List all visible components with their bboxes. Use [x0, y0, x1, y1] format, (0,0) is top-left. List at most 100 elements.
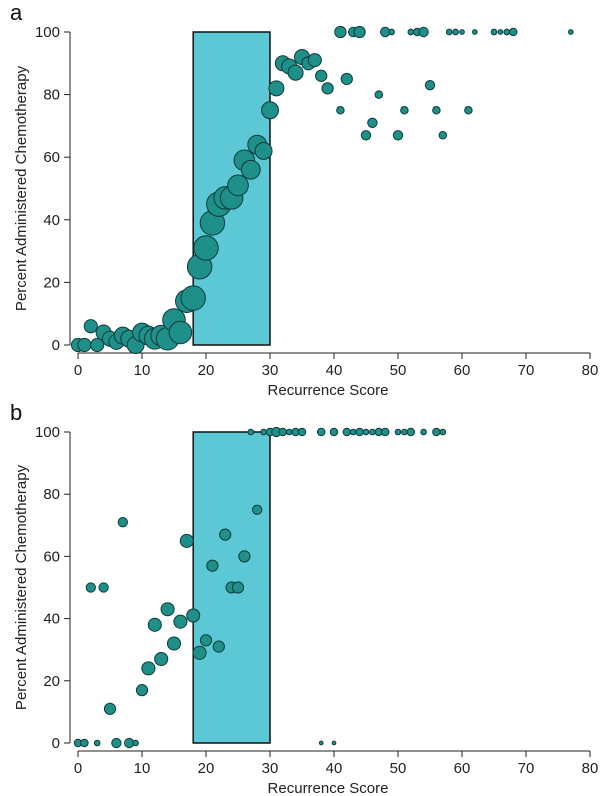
x-tick-label: 50: [390, 362, 407, 379]
data-point: [336, 105, 345, 115]
data-point: [316, 427, 326, 437]
data-point: [103, 702, 117, 715]
data-point: [193, 235, 219, 261]
data-point: [464, 105, 473, 115]
x-tick-label: 70: [518, 362, 535, 379]
data-point: [212, 640, 225, 653]
data-point: [247, 428, 255, 436]
chart-panel-a: a 0 10 20 30 40 50 60 70 80 0 20 40 60 80 100 Recurrence…: [10, 0, 598, 399]
panel-letter: a: [10, 0, 23, 25]
y-tick-label: 80: [43, 87, 60, 104]
data-point: [219, 528, 232, 541]
data-point: [98, 582, 109, 593]
data-point: [432, 427, 441, 437]
data-point: [90, 337, 105, 353]
data-point: [168, 320, 193, 345]
data-point: [173, 614, 188, 629]
y-tick-label: 60: [43, 548, 60, 565]
data-point: [490, 28, 498, 36]
data-point: [503, 28, 511, 36]
data-point: [83, 319, 98, 334]
data-point: [254, 141, 273, 160]
data-point: [180, 285, 206, 311]
data-point: [369, 428, 376, 436]
data-point: [432, 105, 441, 115]
y-tick-label: 40: [43, 611, 60, 628]
data-point: [297, 427, 307, 437]
data-point: [349, 428, 357, 436]
data-point: [362, 428, 370, 436]
data-point: [179, 533, 194, 548]
data-point: [261, 101, 279, 120]
data-point: [307, 53, 322, 68]
x-axis-title: Recurrence Score: [268, 382, 389, 399]
x-tick-label: 80: [582, 362, 599, 379]
data-point: [340, 72, 353, 86]
data-point: [240, 159, 261, 180]
data-point: [85, 582, 96, 593]
y-axis-title: Percent Administered Chemotherapy: [13, 464, 30, 710]
data-point: [117, 517, 128, 528]
data-point: [238, 550, 251, 563]
x-tick-label: 20: [198, 760, 215, 777]
data-point: [260, 428, 267, 436]
chart-panel-b: b 0 10 20 30 40 50 60 70 80 0 20 40 60 80 100 Recurrence…: [10, 400, 598, 796]
data-point: [342, 427, 352, 437]
data-point: [252, 504, 263, 515]
data-point: [420, 428, 427, 436]
data-point: [278, 427, 288, 437]
data-point: [400, 105, 409, 115]
data-point: [394, 428, 402, 436]
data-point: [392, 130, 404, 141]
data-point: [374, 90, 384, 99]
data-point: [567, 29, 574, 35]
data-point: [268, 80, 285, 97]
x-tick-label: 40: [326, 760, 343, 777]
data-point: [318, 740, 324, 746]
y-axis-title: Percent Administered Chemotherapy: [13, 65, 30, 311]
y-tick-label: 0: [52, 735, 60, 752]
data-point: [334, 25, 347, 39]
data-point: [406, 427, 416, 437]
data-point: [497, 29, 504, 35]
x-tick-label: 30: [262, 760, 279, 777]
data-point: [192, 645, 207, 660]
data-point: [80, 738, 89, 748]
data-point: [360, 130, 372, 141]
data-point: [315, 69, 328, 82]
data-point: [331, 740, 337, 746]
data-point: [199, 634, 213, 647]
data-point: [438, 131, 448, 140]
x-tick-label: 70: [518, 760, 535, 777]
x-tick-label: 0: [74, 760, 82, 777]
data-point: [135, 684, 149, 697]
data-point: [407, 28, 415, 36]
data-point: [353, 25, 366, 39]
data-point: [424, 80, 436, 91]
data-point: [227, 174, 249, 197]
x-tick-label: 10: [134, 760, 151, 777]
data-point: [380, 427, 390, 437]
y-tick-label: 100: [35, 424, 60, 441]
x-tick-label: 60: [454, 760, 471, 777]
data-point: [452, 28, 459, 36]
data-point: [329, 427, 339, 437]
data-point: [154, 651, 169, 667]
data-point: [166, 636, 182, 651]
x-tick-label: 50: [390, 760, 407, 777]
data-point: [321, 82, 334, 95]
y-tick-label: 40: [43, 212, 60, 229]
x-tick-label: 10: [134, 362, 151, 379]
y-tick-label: 20: [43, 673, 60, 690]
x-tick-label: 0: [74, 362, 82, 379]
x-tick-label: 30: [262, 362, 279, 379]
data-point: [401, 428, 408, 436]
data-point: [160, 602, 175, 617]
data-point: [445, 28, 453, 36]
y-tick-label: 80: [43, 486, 60, 503]
y-tick-label: 20: [43, 274, 60, 291]
x-tick-label: 20: [198, 362, 215, 379]
x-tick-label: 60: [454, 362, 471, 379]
data-point: [132, 739, 139, 747]
